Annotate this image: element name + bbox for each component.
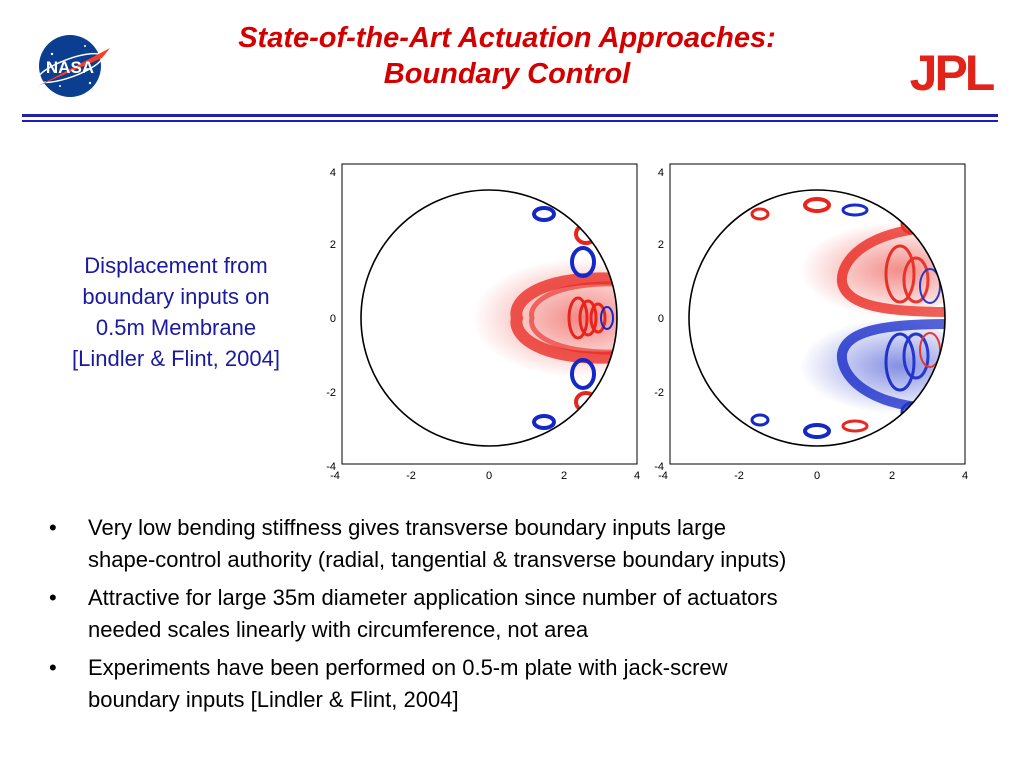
bullet-line: Very low bending stiffness gives transve…	[88, 515, 726, 540]
y-tick: 4	[330, 167, 336, 179]
caption-line2: boundary inputs on	[82, 284, 270, 309]
displacement-plot-right: -4 -2 0 2 4 4 2 0 -2 -4	[650, 152, 980, 497]
slide-title-line2: Boundary Control	[383, 58, 631, 90]
figure-caption: Displacement from boundary inputs on 0.5…	[30, 250, 322, 374]
x-tick: -2	[734, 470, 744, 482]
y-tick: 0	[330, 313, 336, 325]
bullet-marker: •	[49, 655, 57, 680]
membrane-boundary	[360, 189, 618, 447]
caption-line1: Displacement from	[84, 253, 268, 278]
jpl-logo: JPL	[902, 45, 1000, 101]
x-tick: 2	[561, 470, 567, 482]
jpl-logo-text: JPL	[910, 46, 994, 96]
x-tick: 2	[889, 470, 895, 482]
bullet-line: Attractive for large 35m diameter applic…	[88, 585, 778, 610]
slide-title: State-of-the-Art Actuation Approaches: B…	[150, 20, 864, 92]
y-tick: -4	[654, 461, 664, 473]
x-tick: 0	[814, 470, 820, 482]
x-tick: -4	[658, 470, 668, 482]
bullet-item: • Very low bending stiffness gives trans…	[45, 512, 1005, 576]
y-tick: 2	[658, 239, 664, 251]
bullet-line: needed scales linearly with circumferenc…	[88, 617, 589, 642]
bullet-line: shape-control authority (radial, tangent…	[88, 547, 787, 572]
y-tick: -4	[326, 461, 336, 473]
displacement-plot-left: -4 -2 0 2 4 4 2 0 -2 -4	[322, 152, 652, 497]
bullet-marker: •	[49, 515, 57, 540]
x-tick: 4	[634, 470, 640, 482]
bullet-line: boundary inputs [Lindler & Flint, 2004]	[88, 687, 459, 712]
header-rule-top	[22, 114, 998, 117]
caption-line3: 0.5m Membrane	[95, 315, 257, 340]
nasa-logo: NASA	[30, 28, 116, 100]
y-tick: 2	[330, 239, 336, 251]
x-tick: -4	[330, 470, 340, 482]
header-rule-bottom	[22, 120, 998, 122]
y-tick: -2	[326, 387, 336, 399]
slide-title-line1: State-of-the-Art Actuation Approaches:	[238, 22, 776, 54]
nasa-logo-text: NASA	[46, 58, 94, 77]
bullet-list: • Very low bending stiffness gives trans…	[45, 512, 1005, 722]
bullet-item: • Experiments have been performed on 0.5…	[45, 652, 1005, 716]
y-tick: -2	[654, 387, 664, 399]
membrane-boundary	[688, 189, 946, 447]
bullet-line: Experiments have been performed on 0.5-m…	[88, 655, 728, 680]
caption-line4: [Lindler & Flint, 2004]	[72, 346, 280, 371]
bullet-marker: •	[49, 585, 57, 610]
x-tick: 4	[962, 470, 968, 482]
x-tick: 0	[486, 470, 492, 482]
x-tick: -2	[406, 470, 416, 482]
y-tick: 4	[658, 167, 664, 179]
bullet-item: • Attractive for large 35m diameter appl…	[45, 582, 1005, 646]
y-tick: 0	[658, 313, 664, 325]
